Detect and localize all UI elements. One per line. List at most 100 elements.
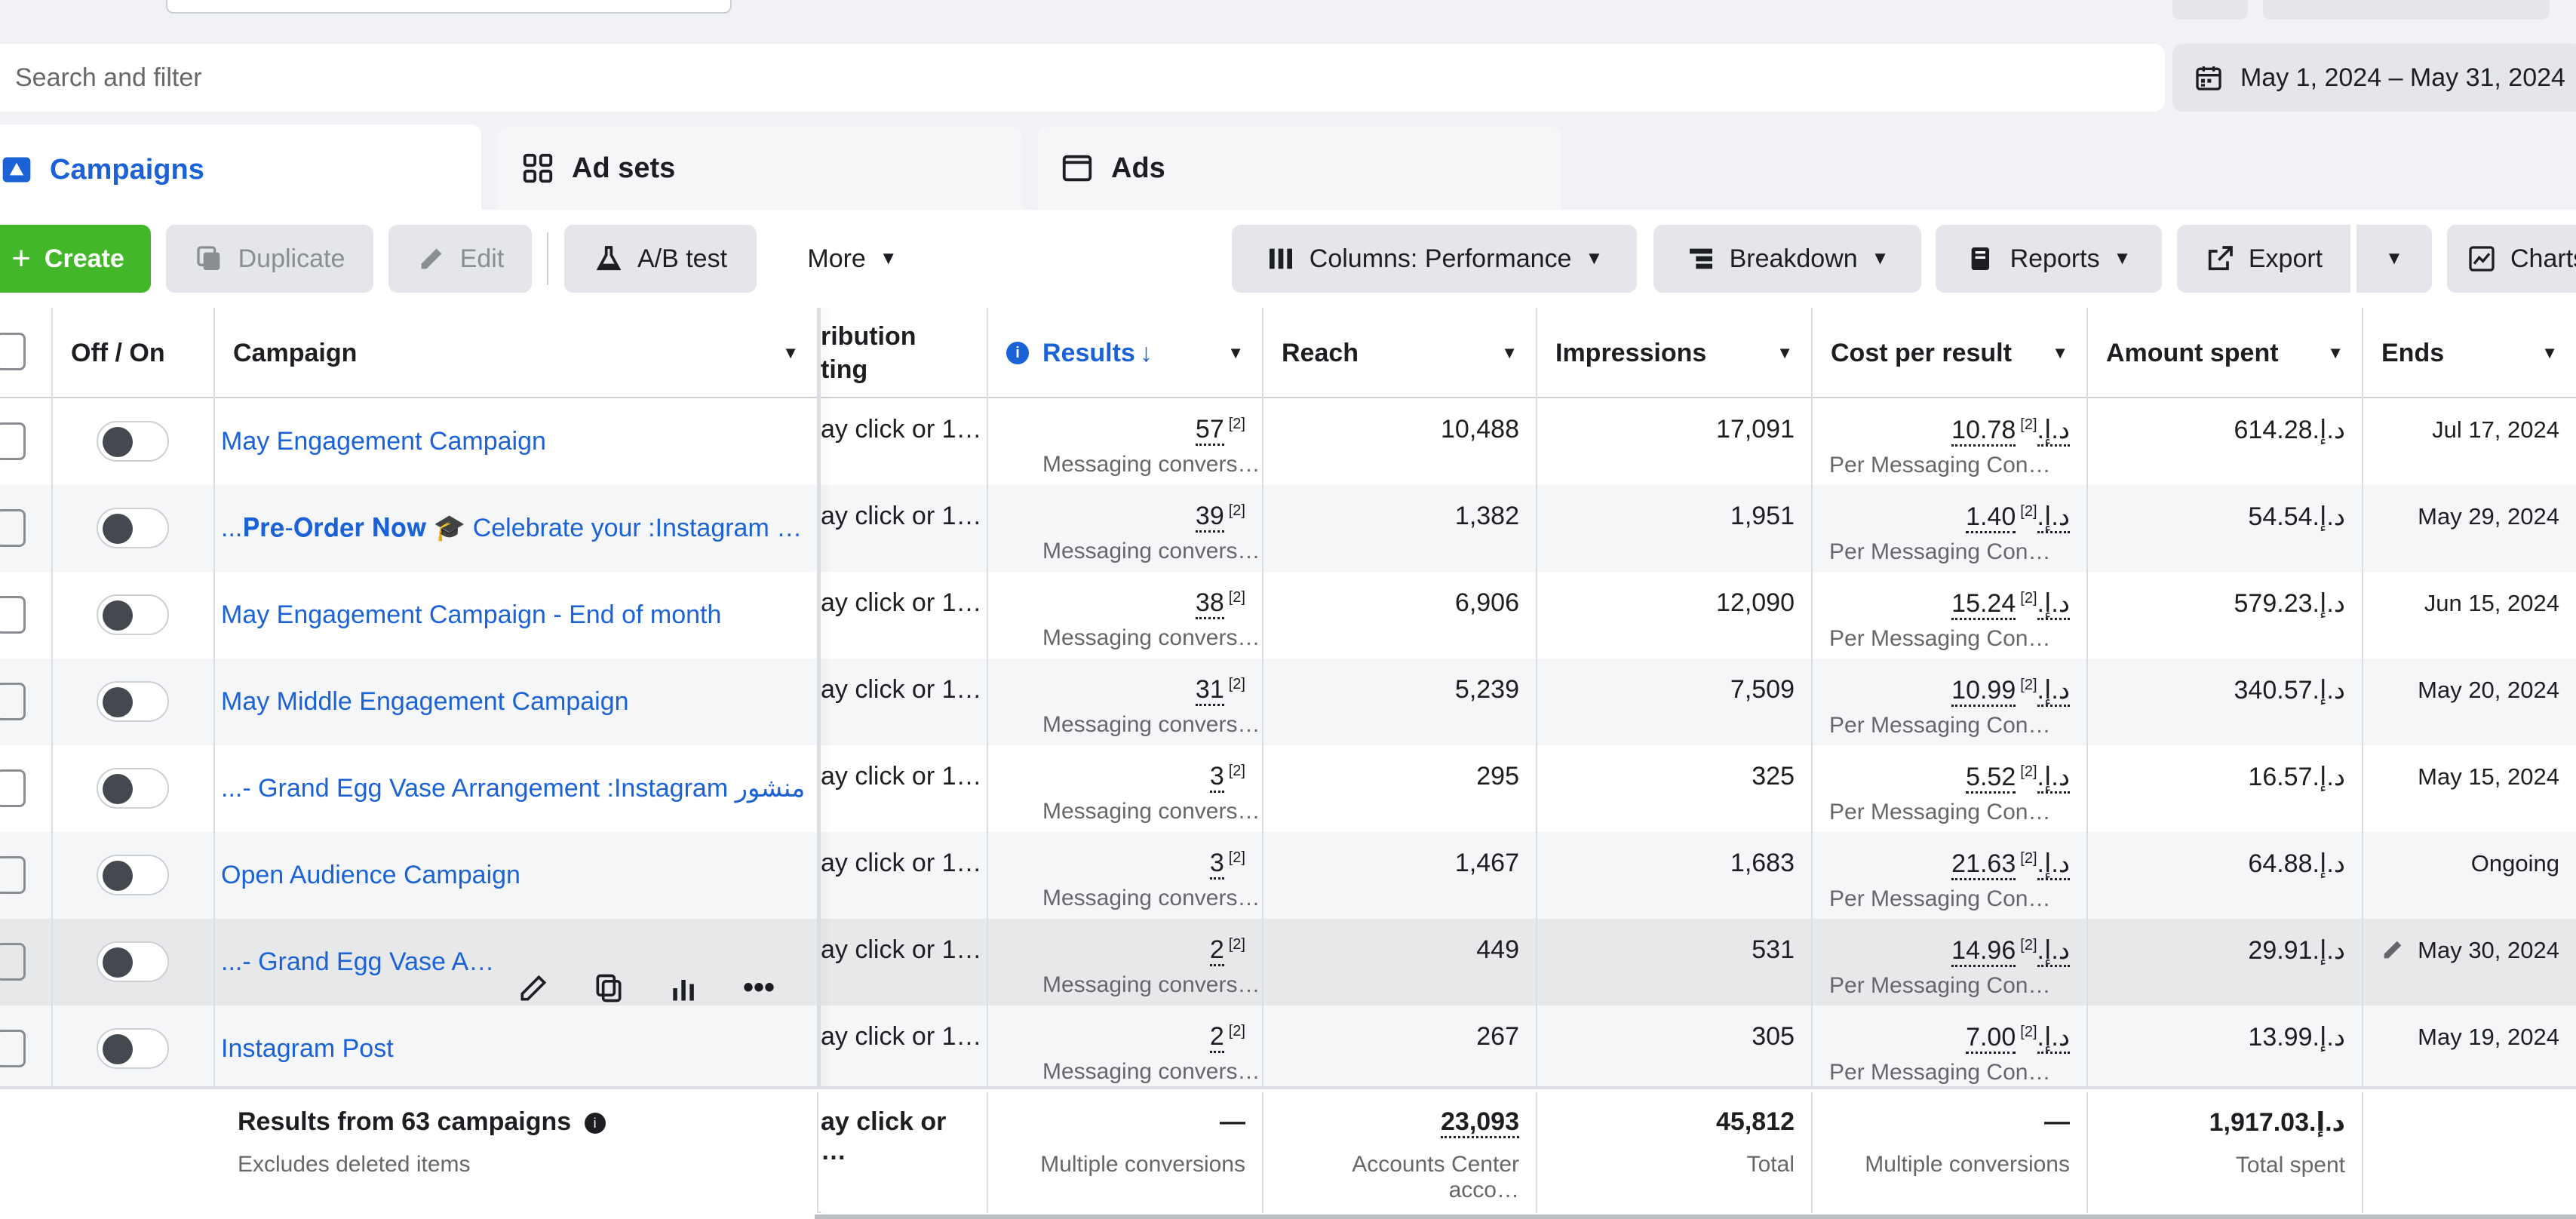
more-options-icon[interactable]: ••• <box>743 971 775 1004</box>
search-bar[interactable] <box>0 44 2165 112</box>
row-checkbox[interactable] <box>0 1030 26 1067</box>
more-button[interactable]: More ▼ <box>777 225 928 293</box>
cost-per-result-value[interactable]: 14.96د.إ.‏ <box>1951 936 2070 967</box>
cost-per-result-value[interactable]: 21.63د.إ.‏ <box>1951 849 2070 880</box>
table-row[interactable]: ...- Grand Egg Vase A… ••• ay click or 1… <box>0 919 2576 1006</box>
table-row[interactable]: Instagram Post ay click or 1… 2 [2] Messa… <box>0 1006 2576 1092</box>
row-select[interactable] <box>0 485 53 572</box>
cost-per-result-value[interactable]: 10.99د.إ.‏ <box>1951 676 2070 707</box>
tab-ad-sets[interactable]: Ad sets <box>498 127 1022 210</box>
results-value[interactable]: 2 <box>1209 1022 1224 1053</box>
header-off-on[interactable]: Off / On <box>53 308 215 398</box>
charts-button[interactable]: Charts <box>2447 225 2576 293</box>
header-attribution[interactable]: ribution ting <box>821 308 988 398</box>
row-select[interactable] <box>0 832 53 919</box>
campaign-name-link[interactable]: May Engagement Campaign - End of month <box>221 600 722 629</box>
header-impressions[interactable]: Impressions ▼ <box>1537 308 1813 398</box>
breakdown-button[interactable]: Breakdown ▼ <box>1653 225 1921 293</box>
row-select[interactable] <box>0 659 53 745</box>
row-checkbox[interactable] <box>0 422 26 460</box>
row-select[interactable] <box>0 745 53 832</box>
campaign-name-link[interactable]: Open Audience Campaign <box>221 861 520 889</box>
table-row[interactable]: ...- Grand Egg Vase Arrangement :Instagr… <box>0 745 2576 832</box>
header-reach[interactable]: Reach ▼ <box>1263 308 1537 398</box>
table-row[interactable]: ...𝐏𝐫𝐞-𝐎𝐫𝐝𝐞𝐫 𝐍𝐨𝐰 🎓 Celebrate your :Insta… <box>0 485 2576 572</box>
header-cost-per-result[interactable]: Cost per result ▼ <box>1813 308 2088 398</box>
campaign-toggle[interactable] <box>97 421 169 462</box>
cost-per-result-cell: 14.96د.إ.‏[2] Per Messaging Con… <box>1813 919 2088 1006</box>
campaign-name-link[interactable]: May Engagement Campaign <box>221 427 546 456</box>
cost-per-result-value[interactable]: 10.78د.إ.‏ <box>1951 416 2070 447</box>
date-range-button[interactable]: May 1, 2024 – May 31, 2024 <box>2172 44 2576 112</box>
row-checkbox[interactable] <box>0 683 26 720</box>
row-select[interactable] <box>0 919 53 1006</box>
results-value[interactable]: 3 <box>1209 762 1224 793</box>
export-dropdown-button[interactable]: ▼ <box>2356 225 2432 293</box>
cost-per-result-value[interactable]: 7.00د.إ.‏ <box>1966 1023 2070 1054</box>
ab-test-button[interactable]: A/B test <box>564 225 757 293</box>
chart-bars-icon[interactable] <box>668 972 701 1005</box>
row-select[interactable] <box>0 398 53 485</box>
export-button[interactable]: Export <box>2177 225 2350 293</box>
info-icon[interactable]: i <box>584 1113 606 1135</box>
header-amount-spent[interactable]: Amount spent ▼ <box>2088 308 2363 398</box>
campaign-toggle[interactable] <box>97 855 169 895</box>
select-all-checkbox[interactable] <box>0 333 26 370</box>
row-select[interactable] <box>0 572 53 659</box>
row-checkbox[interactable] <box>0 856 26 894</box>
header-select-all[interactable] <box>0 308 53 398</box>
tab-ads[interactable]: Ads <box>1037 127 1561 210</box>
duplicate-icon[interactable] <box>592 972 625 1005</box>
campaign-toggle[interactable] <box>97 941 169 982</box>
row-select[interactable] <box>0 1006 53 1092</box>
results-value[interactable]: 39 <box>1195 502 1224 533</box>
results-value[interactable]: 3 <box>1209 849 1224 880</box>
top-input[interactable] <box>166 0 732 14</box>
campaign-toggle[interactable] <box>97 681 169 722</box>
campaign-toggle[interactable] <box>97 1028 169 1069</box>
campaign-toggle[interactable] <box>97 594 169 635</box>
reports-button[interactable]: Reports ▼ <box>1936 225 2162 293</box>
columns-button[interactable]: Columns: Performance ▼ <box>1232 225 1637 293</box>
pencil-icon[interactable] <box>2380 937 2406 963</box>
create-button[interactable]: + Create <box>0 225 151 293</box>
sort-down-icon: ↓ <box>1139 338 1153 367</box>
edit-button[interactable]: Edit <box>388 225 532 293</box>
table-row[interactable]: May Engagement Campaign - End of month a… <box>0 572 2576 659</box>
results-value[interactable]: 57 <box>1195 415 1224 446</box>
results-value[interactable]: 38 <box>1195 588 1224 619</box>
cost-per-result-value[interactable]: 1.40د.إ.‏ <box>1966 502 2070 533</box>
campaign-name-link[interactable]: ...- Grand Egg Vase Arrangement :Instagr… <box>221 774 806 803</box>
search-input[interactable] <box>15 63 2165 93</box>
caret-down-icon: ▼ <box>1585 248 1604 269</box>
table-row[interactable]: May Engagement Campaign ay click or 1… 5… <box>0 398 2576 485</box>
top-button[interactable] <box>2172 0 2248 20</box>
header-results[interactable]: i Results ↓ ▼ <box>988 308 1263 398</box>
table-row[interactable]: Open Audience Campaign ay click or 1… 3[… <box>0 832 2576 919</box>
results-value[interactable]: 2 <box>1209 935 1224 966</box>
table-row[interactable]: May Middle Engagement Campaign ay click … <box>0 659 2576 745</box>
campaign-name-link[interactable]: May Middle Engagement Campaign <box>221 687 629 716</box>
header-label: Cost per result <box>1831 338 2012 367</box>
attribution-value: ay click or 1… <box>821 502 982 530</box>
row-checkbox[interactable] <box>0 943 26 981</box>
impressions-value: 531 <box>1752 935 1795 964</box>
campaign-toggle[interactable] <box>97 508 169 548</box>
horizontal-scrollbar[interactable] <box>815 1214 2576 1219</box>
campaign-name-link[interactable]: ...𝐏𝐫𝐞-𝐎𝐫𝐝𝐞𝐫 𝐍𝐨𝐰 🎓 Celebrate your :Insta… <box>221 514 803 542</box>
campaign-toggle[interactable] <box>97 768 169 809</box>
cost-per-result-value[interactable]: 5.52د.إ.‏ <box>1966 763 2070 794</box>
tab-campaigns[interactable]: Campaigns <box>0 124 481 215</box>
top-button-wide[interactable] <box>2263 0 2550 20</box>
row-checkbox[interactable] <box>0 596 26 634</box>
cost-per-result-value[interactable]: 15.24د.إ.‏ <box>1951 589 2070 620</box>
results-value[interactable]: 31 <box>1195 675 1224 706</box>
row-checkbox[interactable] <box>0 769 26 807</box>
campaign-name-link[interactable]: Instagram Post <box>221 1034 394 1063</box>
row-checkbox[interactable] <box>0 509 26 547</box>
duplicate-button[interactable]: Duplicate <box>166 225 373 293</box>
header-campaign[interactable]: Campaign ▼ <box>215 308 818 398</box>
campaign-name-link[interactable]: ...- Grand Egg Vase A… <box>221 947 495 976</box>
pencil-icon[interactable] <box>517 972 550 1005</box>
header-ends[interactable]: Ends ▼ <box>2363 308 2576 398</box>
